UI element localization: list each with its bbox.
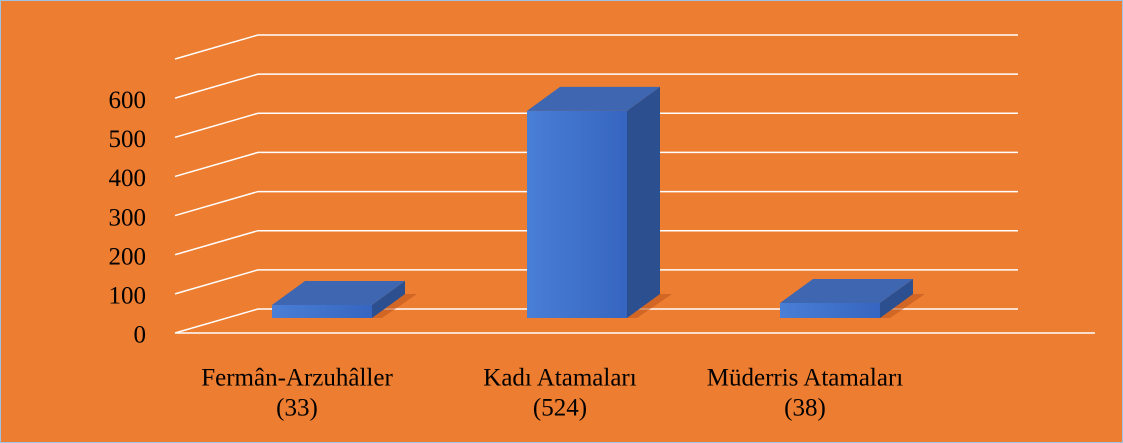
bar-side [627, 86, 660, 319]
grid-line [174, 229, 1018, 256]
bar [527, 86, 672, 319]
bar-top [527, 86, 660, 111]
bar-front [780, 302, 880, 318]
bar-front [527, 110, 627, 319]
x-tick-label: (524) [533, 395, 587, 422]
grid-line [174, 151, 1018, 178]
y-tick-label: 100 [109, 283, 147, 310]
grid-line [174, 190, 1018, 217]
bar [272, 280, 417, 318]
grid-line [174, 269, 1018, 295]
grid-line [174, 112, 1018, 139]
bar-top [780, 278, 913, 303]
bar-top [272, 280, 405, 305]
x-tick-label: (38) [784, 395, 826, 422]
y-tick-label: 0 [134, 322, 147, 349]
bar [780, 278, 925, 318]
y-tick-label: 200 [109, 243, 147, 270]
x-tick-label: (33) [276, 395, 318, 422]
x-tick-label: Müderris Atamaları [707, 365, 904, 392]
grid-line [174, 34, 1018, 60]
y-tick-label: 400 [109, 165, 147, 192]
y-tick-label: 500 [109, 126, 147, 153]
bar-front [272, 304, 372, 318]
grid-line [174, 73, 1018, 99]
grid-line [174, 308, 1018, 334]
x-tick-label: Fermân-Arzuhâller [201, 365, 393, 392]
y-tick-label: 300 [109, 204, 147, 231]
bar-side [880, 278, 913, 318]
x-tick-label: Kadı Atamaları [483, 365, 636, 392]
y-tick-label: 600 [109, 87, 147, 114]
bar-side [372, 280, 405, 318]
